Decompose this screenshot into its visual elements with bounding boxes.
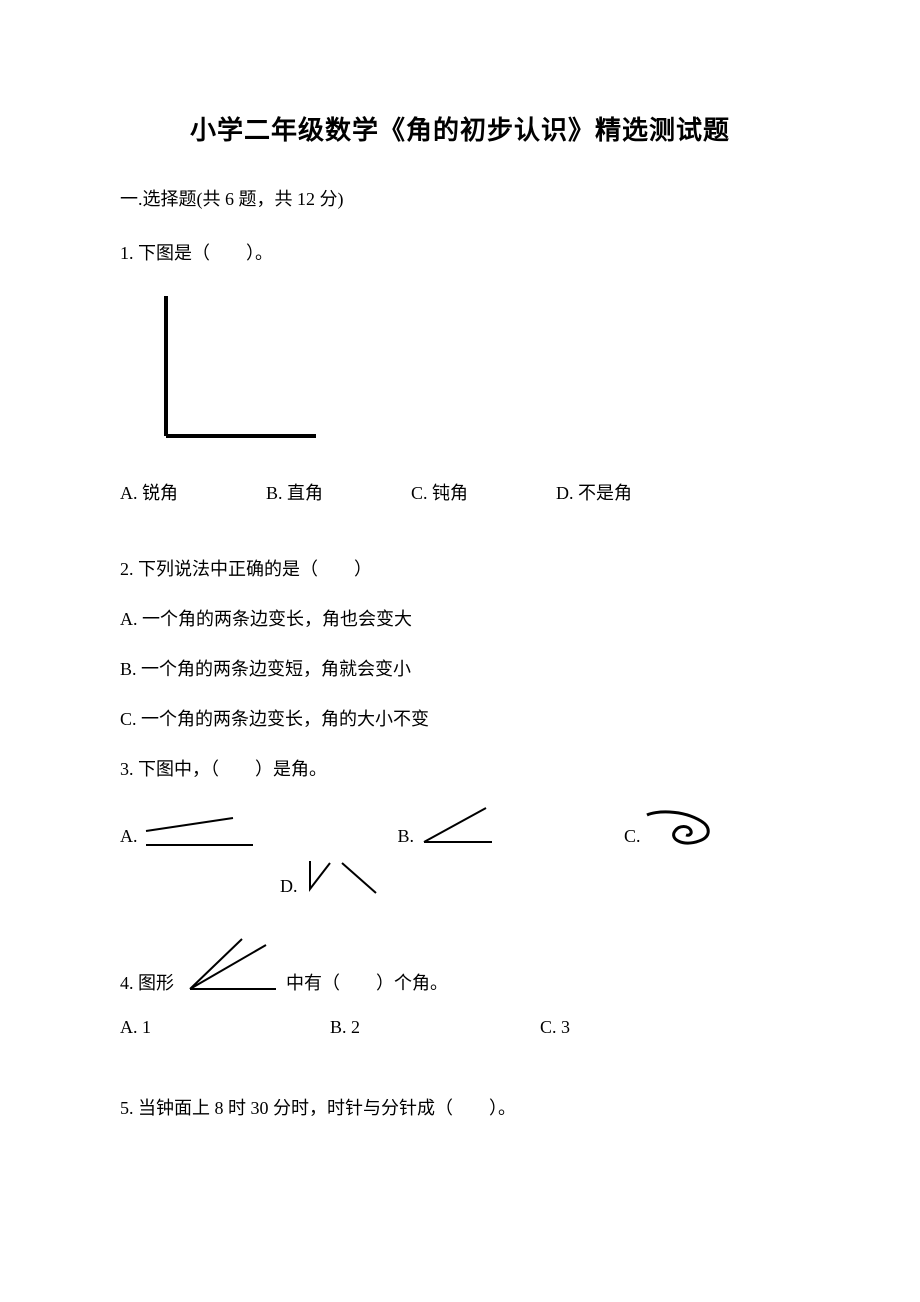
q3-fig-c-icon: [641, 805, 721, 847]
q4-opt-c: C. 3: [540, 1017, 570, 1038]
q3-options-row: A. B. C.: [120, 802, 800, 847]
q4-row: 4. 图形 中有（ ）个角。: [120, 933, 800, 995]
q1-opt-a: A. 锐角: [120, 479, 178, 505]
q4-opt-a: A. 1: [120, 1017, 330, 1038]
q2-text: 2. 下列说法中正确的是（ ）: [120, 555, 800, 581]
q2-opt-c: C. 一个角的两条边变长，角的大小不变: [120, 705, 800, 731]
q1-text: 1. 下图是（ ）。: [120, 239, 800, 268]
section-1-header: 一.选择题(共 6 题，共 12 分): [120, 185, 800, 211]
right-angle-icon: [156, 286, 336, 451]
q3-label-c: C.: [624, 826, 641, 847]
q3-label-b: B.: [398, 826, 415, 847]
q3-fig-a-icon: [138, 807, 253, 847]
q3-label-a: A.: [120, 826, 138, 847]
q1-opt-d: D. 不是角: [556, 479, 632, 505]
q4-options: A. 1 B. 2 C. 3: [120, 1017, 800, 1038]
q2-opt-b: B. 一个角的两条边变短，角就会变小: [120, 655, 800, 681]
q1-figure: [156, 286, 800, 451]
q2-opt-a: A. 一个角的两条边变长，角也会变大: [120, 605, 800, 631]
q4-opt-b: B. 2: [330, 1017, 540, 1038]
q4-fig-icon: [180, 933, 280, 995]
q4-suffix: 中有（ ）个角。: [286, 969, 448, 995]
q3-label-d: D.: [280, 876, 298, 897]
q4-prefix: 4. 图形: [120, 969, 174, 995]
q1-opt-b: B. 直角: [266, 479, 323, 505]
q3-text: 3. 下图中，（ ）是角。: [120, 755, 800, 784]
q3-fig-d-icon: [298, 853, 388, 897]
q1-options: A. 锐角 B. 直角 C. 钝角 D. 不是角: [120, 479, 800, 505]
q2-group: 2. 下列说法中正确的是（ ） A. 一个角的两条边变长，角也会变大 B. 一个…: [120, 555, 800, 731]
q5-text: 5. 当钟面上 8 时 30 分时，时针与分针成（ ）。: [120, 1094, 800, 1120]
page-title: 小学二年级数学《角的初步认识》精选测试题: [120, 110, 800, 147]
q3-d-row: D.: [280, 853, 800, 897]
q3-fig-b-icon: [414, 802, 499, 847]
q1-opt-c: C. 钝角: [411, 479, 468, 505]
